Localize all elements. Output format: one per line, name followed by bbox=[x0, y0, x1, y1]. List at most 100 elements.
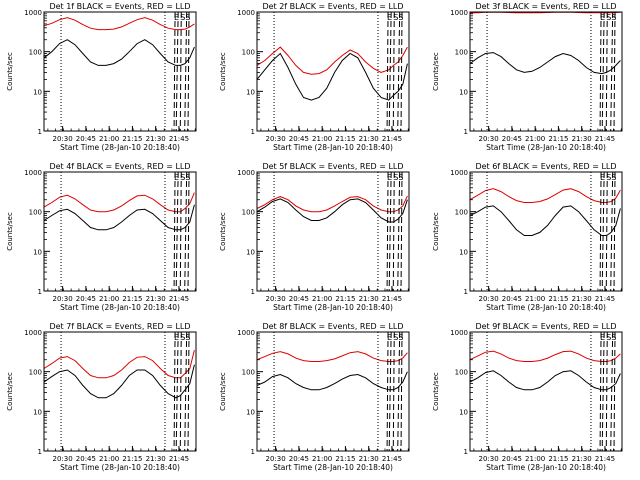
panel-title: Det 1f BLACK = Events, RED = LLD bbox=[49, 2, 190, 11]
x-axis-label: Start Time (28-Jan-10 20:18:40) bbox=[60, 463, 180, 472]
x-tick-label: 20:30 bbox=[479, 295, 499, 303]
x-tick-label: 21:30 bbox=[572, 455, 592, 463]
panel-title: Det 8f BLACK = Events, RED = LLD bbox=[262, 322, 403, 331]
dashed-marker-line bbox=[179, 331, 182, 452]
dashed-marker-line bbox=[610, 331, 614, 452]
x-axis-label: Start Time (28-Jan-10 20:18:40) bbox=[60, 303, 180, 312]
x-axis-label: Start Time (28-Jan-10 20:18:40) bbox=[60, 143, 180, 152]
y-tick-label: 1000 bbox=[237, 169, 255, 177]
dashed-marker-line bbox=[388, 331, 392, 452]
y-axis-label: Counts/sec bbox=[219, 212, 227, 251]
x-tick-label: 20:45 bbox=[289, 135, 309, 143]
x-tick-label: 21:30 bbox=[572, 135, 592, 143]
dashed-marker-line bbox=[613, 331, 616, 452]
x-tick-label: 21:45 bbox=[169, 455, 189, 463]
lld-line bbox=[469, 350, 621, 362]
y-tick-label: 100 bbox=[242, 49, 255, 57]
plot-frame bbox=[256, 331, 410, 452]
marker-label-e: E bbox=[600, 13, 605, 22]
dashed-marker-line bbox=[388, 11, 392, 132]
y-tick-label: 1 bbox=[38, 448, 42, 456]
marker-label-e: E bbox=[387, 173, 392, 182]
x-tick-label: 21:00 bbox=[525, 135, 545, 143]
marker-label-ss: SS bbox=[393, 173, 403, 182]
panel-det-3: Det 3f BLACK = Events, RED = LLD E SS 1 10 10… bbox=[432, 2, 623, 152]
x-tick-label: 21:15 bbox=[548, 135, 568, 143]
x-tick-label: 20:45 bbox=[502, 295, 522, 303]
x-tick-label: 21:30 bbox=[572, 295, 592, 303]
dashed-marker-line bbox=[400, 11, 403, 132]
dashed-marker-line bbox=[175, 331, 179, 452]
dashed-marker-line bbox=[386, 11, 389, 132]
dashed-marker-line bbox=[601, 171, 605, 292]
x-tick-label: 20:30 bbox=[266, 135, 286, 143]
x-tick-label: 21:45 bbox=[382, 135, 402, 143]
y-tick-label: 1 bbox=[464, 128, 468, 136]
panel-det-2: Det 2f BLACK = Events, RED = LLD E SS 1 10 10… bbox=[219, 2, 410, 152]
y-tick-label: 1000 bbox=[450, 329, 468, 337]
panel-det-8: Det 8f BLACK = Events, RED = LLD E SS 1 10 10… bbox=[219, 322, 410, 472]
events-line bbox=[43, 39, 195, 66]
dashed-marker-line bbox=[400, 331, 403, 452]
x-tick-label: 21:15 bbox=[335, 295, 355, 303]
marker-label-ss: SS bbox=[606, 13, 616, 22]
x-tick-label: 21:15 bbox=[548, 295, 568, 303]
x-tick-label: 20:30 bbox=[53, 455, 73, 463]
y-tick-label: 10 bbox=[459, 408, 468, 416]
x-axis-label: Start Time (28-Jan-10 20:18:40) bbox=[486, 303, 606, 312]
plot-frame bbox=[43, 11, 197, 132]
panel-det-7: Det 7f BLACK = Events, RED = LLD E SS 1 10 10… bbox=[6, 322, 197, 472]
x-axis-label: Start Time (28-Jan-10 20:18:40) bbox=[273, 143, 393, 152]
panel-title: Det 6f BLACK = Events, RED = LLD bbox=[475, 162, 616, 171]
marker-label-e: E bbox=[174, 13, 179, 22]
dashed-marker-line bbox=[613, 11, 616, 132]
x-tick-label: 20:45 bbox=[76, 455, 96, 463]
dashed-marker-line bbox=[605, 331, 608, 452]
plot-frame bbox=[43, 171, 197, 292]
x-tick-label: 21:45 bbox=[169, 295, 189, 303]
dashed-marker-line bbox=[601, 331, 605, 452]
panel-det-9: Det 9f BLACK = Events, RED = LLD E SS 1 10 10… bbox=[432, 322, 623, 472]
x-tick-label: 21:15 bbox=[122, 295, 142, 303]
dashed-marker-line bbox=[610, 171, 614, 292]
events-line bbox=[256, 371, 408, 391]
y-tick-label: 1000 bbox=[237, 329, 255, 337]
x-tick-label: 21:00 bbox=[312, 295, 332, 303]
y-tick-label: 1000 bbox=[450, 9, 468, 17]
y-tick-label: 100 bbox=[29, 49, 42, 57]
x-tick-label: 20:30 bbox=[266, 455, 286, 463]
y-tick-label: 1 bbox=[464, 448, 468, 456]
dashed-marker-line bbox=[392, 11, 395, 132]
marker-label-ss: SS bbox=[180, 173, 190, 182]
panel-title: Det 7f BLACK = Events, RED = LLD bbox=[49, 322, 190, 331]
x-axis-label: Start Time (28-Jan-10 20:18:40) bbox=[486, 143, 606, 152]
dashed-marker-line bbox=[397, 11, 401, 132]
dashed-marker-line bbox=[184, 171, 188, 292]
y-tick-label: 10 bbox=[246, 248, 255, 256]
marker-label-e: E bbox=[174, 333, 179, 342]
plot-frame bbox=[469, 171, 623, 292]
panel-det-1: Det 1f BLACK = Events, RED = LLD E SS 1 10 10… bbox=[6, 2, 197, 152]
panel-title: Det 2f BLACK = Events, RED = LLD bbox=[262, 2, 403, 11]
plot-frame bbox=[469, 331, 623, 452]
dashed-marker-line bbox=[610, 11, 614, 132]
y-axis-label: Counts/sec bbox=[6, 372, 14, 411]
y-tick-label: 1 bbox=[38, 288, 42, 296]
y-tick-label: 1 bbox=[464, 288, 468, 296]
marker-label-e: E bbox=[387, 13, 392, 22]
x-tick-label: 20:45 bbox=[502, 135, 522, 143]
dashed-marker-line bbox=[613, 171, 616, 292]
events-line bbox=[469, 370, 621, 391]
dashed-marker-line bbox=[599, 171, 602, 292]
y-tick-label: 1000 bbox=[24, 9, 42, 17]
marker-label-ss: SS bbox=[180, 13, 190, 22]
dashed-marker-line bbox=[187, 331, 190, 452]
dashed-marker-line bbox=[386, 171, 389, 292]
dashed-marker-line bbox=[392, 171, 395, 292]
x-tick-label: 21:00 bbox=[99, 295, 119, 303]
x-tick-label: 21:00 bbox=[99, 135, 119, 143]
y-tick-label: 10 bbox=[246, 408, 255, 416]
x-tick-label: 21:30 bbox=[146, 455, 166, 463]
dashed-marker-line bbox=[173, 331, 176, 452]
events-line bbox=[256, 52, 408, 101]
